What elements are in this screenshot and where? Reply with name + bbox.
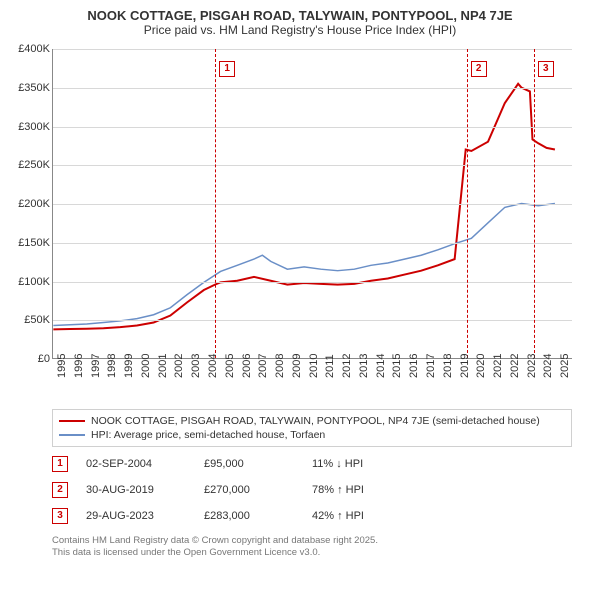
y-tick-label: £350K xyxy=(10,82,50,94)
marker-box: 1 xyxy=(219,61,235,77)
y-tick-label: £400K xyxy=(10,43,50,55)
gridline-h xyxy=(53,127,572,128)
event-number: 2 xyxy=(52,482,68,498)
event-date: 30-AUG-2019 xyxy=(86,484,186,496)
x-tick-label: 2025 xyxy=(559,354,598,378)
footer-line-2: This data is licensed under the Open Gov… xyxy=(52,547,572,559)
event-diff: 11% ↓ HPI xyxy=(312,458,412,470)
series-line xyxy=(53,84,555,330)
y-tick-label: £0 xyxy=(10,353,50,365)
gridline-h xyxy=(53,88,572,89)
series-line xyxy=(53,204,555,326)
y-tick-label: £250K xyxy=(10,159,50,171)
event-date: 29-AUG-2023 xyxy=(86,510,186,522)
legend: NOOK COTTAGE, PISGAH ROAD, TALYWAIN, PON… xyxy=(52,409,572,447)
marker-line xyxy=(215,49,216,358)
legend-label: NOOK COTTAGE, PISGAH ROAD, TALYWAIN, PON… xyxy=(91,415,540,427)
event-date: 02-SEP-2004 xyxy=(86,458,186,470)
y-tick-label: £200K xyxy=(10,198,50,210)
gridline-h xyxy=(53,243,572,244)
footer-attribution: Contains HM Land Registry data © Crown c… xyxy=(52,535,572,559)
y-tick-label: £300K xyxy=(10,121,50,133)
chart-container: { "title": "NOOK COTTAGE, PISGAH ROAD, T… xyxy=(0,0,600,565)
event-row: 3 29-AUG-2023 £283,000 42% ↑ HPI xyxy=(52,503,572,529)
y-tick-label: £150K xyxy=(10,237,50,249)
event-row: 2 30-AUG-2019 £270,000 78% ↑ HPI xyxy=(52,477,572,503)
marker-line xyxy=(467,49,468,358)
event-number: 3 xyxy=(52,508,68,524)
marker-line xyxy=(534,49,535,358)
chart-area: £0 £50K £100K £150K £200K £250K £300K £350K £400… xyxy=(10,43,590,403)
event-price: £283,000 xyxy=(204,510,294,522)
event-table: 1 02-SEP-2004 £95,000 11% ↓ HPI 2 30-AUG-2019… xyxy=(52,451,572,529)
chart-subtitle: Price paid vs. HM Land Registry's House … xyxy=(10,23,590,37)
legend-label: HPI: Average price, semi-detached house,… xyxy=(91,429,325,441)
marker-box: 2 xyxy=(471,61,487,77)
legend-swatch xyxy=(59,420,85,422)
gridline-h xyxy=(53,49,572,50)
y-tick-label: £100K xyxy=(10,276,50,288)
gridline-h xyxy=(53,320,572,321)
gridline-h xyxy=(53,282,572,283)
legend-row: NOOK COTTAGE, PISGAH ROAD, TALYWAIN, PON… xyxy=(59,414,565,428)
marker-box: 3 xyxy=(538,61,554,77)
plot-area: 1 2 3 xyxy=(52,49,572,359)
legend-swatch xyxy=(59,434,85,436)
event-diff: 78% ↑ HPI xyxy=(312,484,412,496)
gridline-h xyxy=(53,204,572,205)
event-price: £270,000 xyxy=(204,484,294,496)
footer-line-1: Contains HM Land Registry data © Crown c… xyxy=(52,535,572,547)
event-number: 1 xyxy=(52,456,68,472)
event-price: £95,000 xyxy=(204,458,294,470)
chart-title: NOOK COTTAGE, PISGAH ROAD, TALYWAIN, PON… xyxy=(10,8,590,23)
y-tick-label: £50K xyxy=(10,314,50,326)
gridline-h xyxy=(53,165,572,166)
event-row: 1 02-SEP-2004 £95,000 11% ↓ HPI xyxy=(52,451,572,477)
legend-row: HPI: Average price, semi-detached house,… xyxy=(59,428,565,442)
event-diff: 42% ↑ HPI xyxy=(312,510,412,522)
